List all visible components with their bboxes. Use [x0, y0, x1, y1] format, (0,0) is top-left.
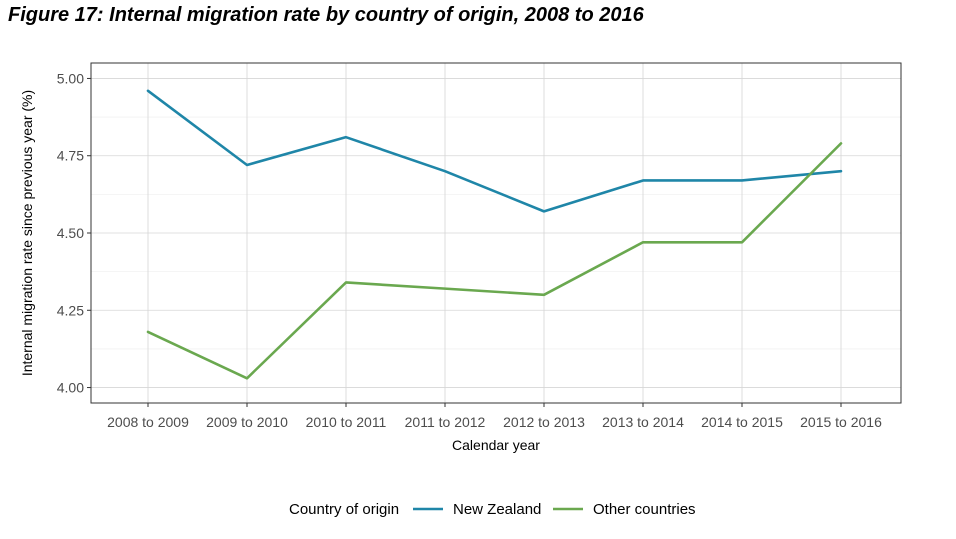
- x-tick-label: 2012 to 2013: [503, 414, 585, 430]
- y-tick-label: 4.50: [57, 225, 84, 241]
- x-tick-label: 2009 to 2010: [206, 414, 288, 430]
- legend-title: Country of origin: [289, 501, 399, 518]
- y-axis: 4.00 4.25 4.50 4.75 5.00: [57, 70, 91, 396]
- gridlines: [91, 63, 901, 403]
- chart-title: Figure 17: Internal migration rate by co…: [8, 4, 644, 26]
- legend-label-other-countries: Other countries: [593, 501, 696, 518]
- legend-label-new-zealand: New Zealand: [453, 501, 541, 518]
- y-tick-label: 5.00: [57, 70, 84, 86]
- x-tick-label: 2015 to 2016: [800, 414, 882, 430]
- legend: Country of origin New Zealand Other countr…: [289, 501, 696, 518]
- series-lines: [146, 89, 843, 380]
- series-line-other-countries: [146, 142, 843, 380]
- x-tick-label: 2013 to 2014: [602, 414, 684, 430]
- x-axis: 2008 to 2009 2009 to 2010 2010 to 2011 2011…: [107, 403, 882, 430]
- x-tick-label: 2011 to 2012: [405, 414, 486, 430]
- y-axis-title: Internal migration rate since previous y…: [19, 90, 35, 376]
- x-tick-label: 2008 to 2009: [107, 414, 189, 430]
- x-tick-label: 2010 to 2011: [306, 414, 387, 430]
- series-line-new-zealand: [146, 89, 843, 213]
- y-tick-label: 4.00: [57, 380, 84, 396]
- y-tick-label: 4.75: [57, 148, 84, 164]
- x-axis-title: Calendar year: [452, 437, 540, 453]
- x-tick-label: 2014 to 2015: [701, 414, 783, 430]
- y-tick-label: 4.25: [57, 302, 84, 318]
